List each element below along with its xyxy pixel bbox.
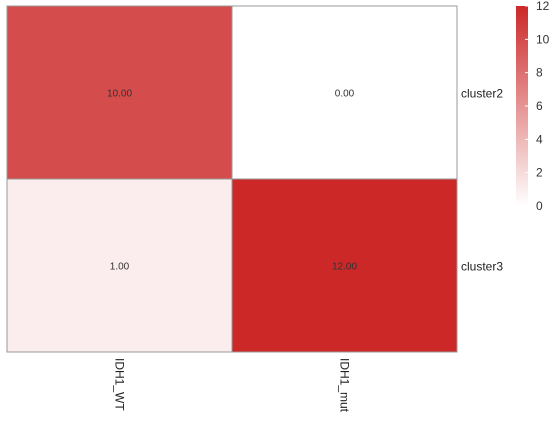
legend-tick-label: 6	[536, 99, 543, 113]
color-legend-bar	[516, 6, 528, 206]
legend-tick-label: 8	[536, 66, 543, 80]
row-label-cluster3: cluster3	[461, 260, 503, 274]
cell-value-label: 0.00	[335, 89, 355, 100]
legend-tick-label: 12	[536, 0, 550, 13]
plot-border	[6, 5, 458, 353]
cell-value-label: 10.00	[107, 89, 132, 100]
heatmap-cell-cluster3-IDH1_mut	[232, 179, 457, 352]
heatmap-cell-cluster2-IDH1_mut	[232, 6, 457, 179]
cell-value-label: 12.00	[332, 262, 357, 273]
heatmap-cell-cluster2-IDH1_WT	[7, 6, 232, 179]
legend-tick-label: 10	[536, 32, 550, 46]
legend-tick-label: 4	[536, 132, 543, 146]
legend-tick-label: 0	[536, 199, 543, 213]
cell-value-label: 1.00	[110, 262, 130, 273]
row-label-cluster2: cluster2	[461, 87, 503, 101]
heatmap-cell-cluster3-IDH1_WT	[7, 179, 232, 352]
column-label-IDH1_WT: IDH1_WT	[113, 358, 127, 411]
column-label-IDH1_mut: IDH1_mut	[338, 358, 352, 413]
legend-tick-label: 2	[536, 166, 543, 180]
